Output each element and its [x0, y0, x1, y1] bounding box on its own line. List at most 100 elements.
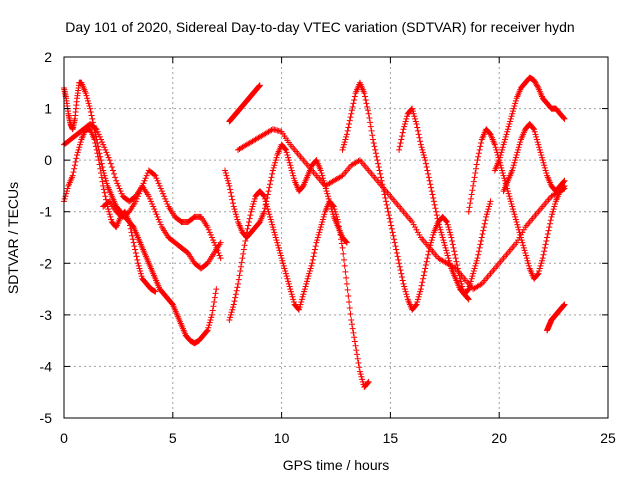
- data-point: [61, 195, 68, 202]
- series-sat-c: [61, 121, 224, 272]
- data-point: [157, 221, 164, 228]
- series-sat-f: [226, 82, 263, 125]
- data-point: [477, 241, 484, 248]
- data-point: [275, 244, 282, 251]
- data-point: [210, 303, 217, 310]
- data-point: [361, 90, 368, 97]
- data-point: [394, 253, 401, 260]
- data-point: [285, 154, 292, 161]
- data-point: [399, 277, 406, 284]
- data-point: [498, 164, 505, 171]
- data-point: [560, 115, 567, 122]
- data-point: [315, 231, 322, 238]
- data-point: [369, 136, 376, 143]
- data-point: [441, 242, 448, 249]
- data-point: [87, 105, 94, 112]
- data-point: [213, 286, 220, 293]
- data-point: [412, 115, 419, 122]
- x-tick-label: 25: [600, 430, 616, 446]
- data-point: [340, 141, 347, 148]
- data-point: [330, 202, 337, 209]
- axis-ticks: 0 5 10 15 20 25 -5 -4 -3 -2 -1 0 1 2: [40, 49, 616, 446]
- data-point: [272, 231, 279, 238]
- data-point: [204, 327, 211, 334]
- data-point: [266, 213, 273, 220]
- data-point: [279, 257, 286, 264]
- data-point: [471, 265, 478, 272]
- data-point: [420, 272, 427, 279]
- data-point: [547, 217, 554, 224]
- data-point: [208, 234, 215, 241]
- data-point: [431, 201, 438, 208]
- data-point: [501, 175, 508, 182]
- data-point: [383, 198, 390, 205]
- data-point: [423, 164, 430, 171]
- data-point: [240, 250, 247, 257]
- data-point: [352, 342, 359, 349]
- data-point: [509, 164, 516, 171]
- data-point: [142, 175, 149, 182]
- data-point: [506, 193, 513, 200]
- data-point: [264, 191, 271, 198]
- data-point: [237, 263, 244, 270]
- data-point: [513, 219, 520, 226]
- data-point: [349, 103, 356, 110]
- data-point: [454, 262, 461, 269]
- data-point: [364, 379, 371, 386]
- data-point: [318, 221, 325, 228]
- data-point: [227, 314, 234, 321]
- data-point: [541, 244, 548, 251]
- data-point: [205, 226, 212, 233]
- data-point: [89, 115, 96, 122]
- data-point: [129, 223, 136, 230]
- data-point: [333, 213, 340, 220]
- series-sat-g: [226, 188, 372, 391]
- data-point: [481, 220, 488, 227]
- data-point: [74, 149, 81, 156]
- data-point: [348, 107, 355, 114]
- data-point: [492, 144, 499, 151]
- data-point: [509, 206, 516, 213]
- data-point: [433, 212, 440, 219]
- data-point: [104, 151, 111, 158]
- series-sat-d: [100, 167, 224, 262]
- data-point: [210, 237, 217, 244]
- data-point: [358, 373, 365, 380]
- data-point: [500, 141, 507, 148]
- data-point: [344, 286, 351, 293]
- data-point: [277, 252, 284, 259]
- data-point: [420, 151, 427, 158]
- data-point: [75, 146, 82, 153]
- data-point: [483, 211, 490, 218]
- data-point: [434, 215, 441, 222]
- data-point: [468, 191, 475, 198]
- data-point: [350, 100, 357, 107]
- data-point: [267, 177, 274, 184]
- data-point: [505, 123, 512, 130]
- data-point: [340, 256, 347, 263]
- data-point: [520, 226, 527, 233]
- data-point: [401, 123, 408, 130]
- data-point: [370, 139, 377, 146]
- x-axis-label: GPS time / hours: [283, 457, 390, 473]
- data-point: [232, 294, 239, 301]
- data-point: [437, 226, 444, 233]
- data-point: [324, 190, 331, 197]
- data-point: [541, 162, 548, 169]
- data-point: [266, 184, 273, 191]
- data-point: [343, 238, 350, 245]
- data-point: [377, 174, 384, 181]
- data-point: [86, 102, 93, 109]
- data-point: [100, 170, 107, 177]
- data-point: [396, 143, 403, 150]
- data-point: [363, 100, 370, 107]
- data-point: [266, 211, 273, 218]
- data-point: [396, 146, 403, 153]
- data-point: [87, 109, 94, 116]
- data-point: [399, 133, 406, 140]
- data-point: [134, 260, 141, 267]
- data-point: [152, 288, 159, 295]
- data-point: [346, 304, 353, 311]
- data-point: [465, 286, 472, 293]
- x-tick-label: 20: [491, 430, 507, 446]
